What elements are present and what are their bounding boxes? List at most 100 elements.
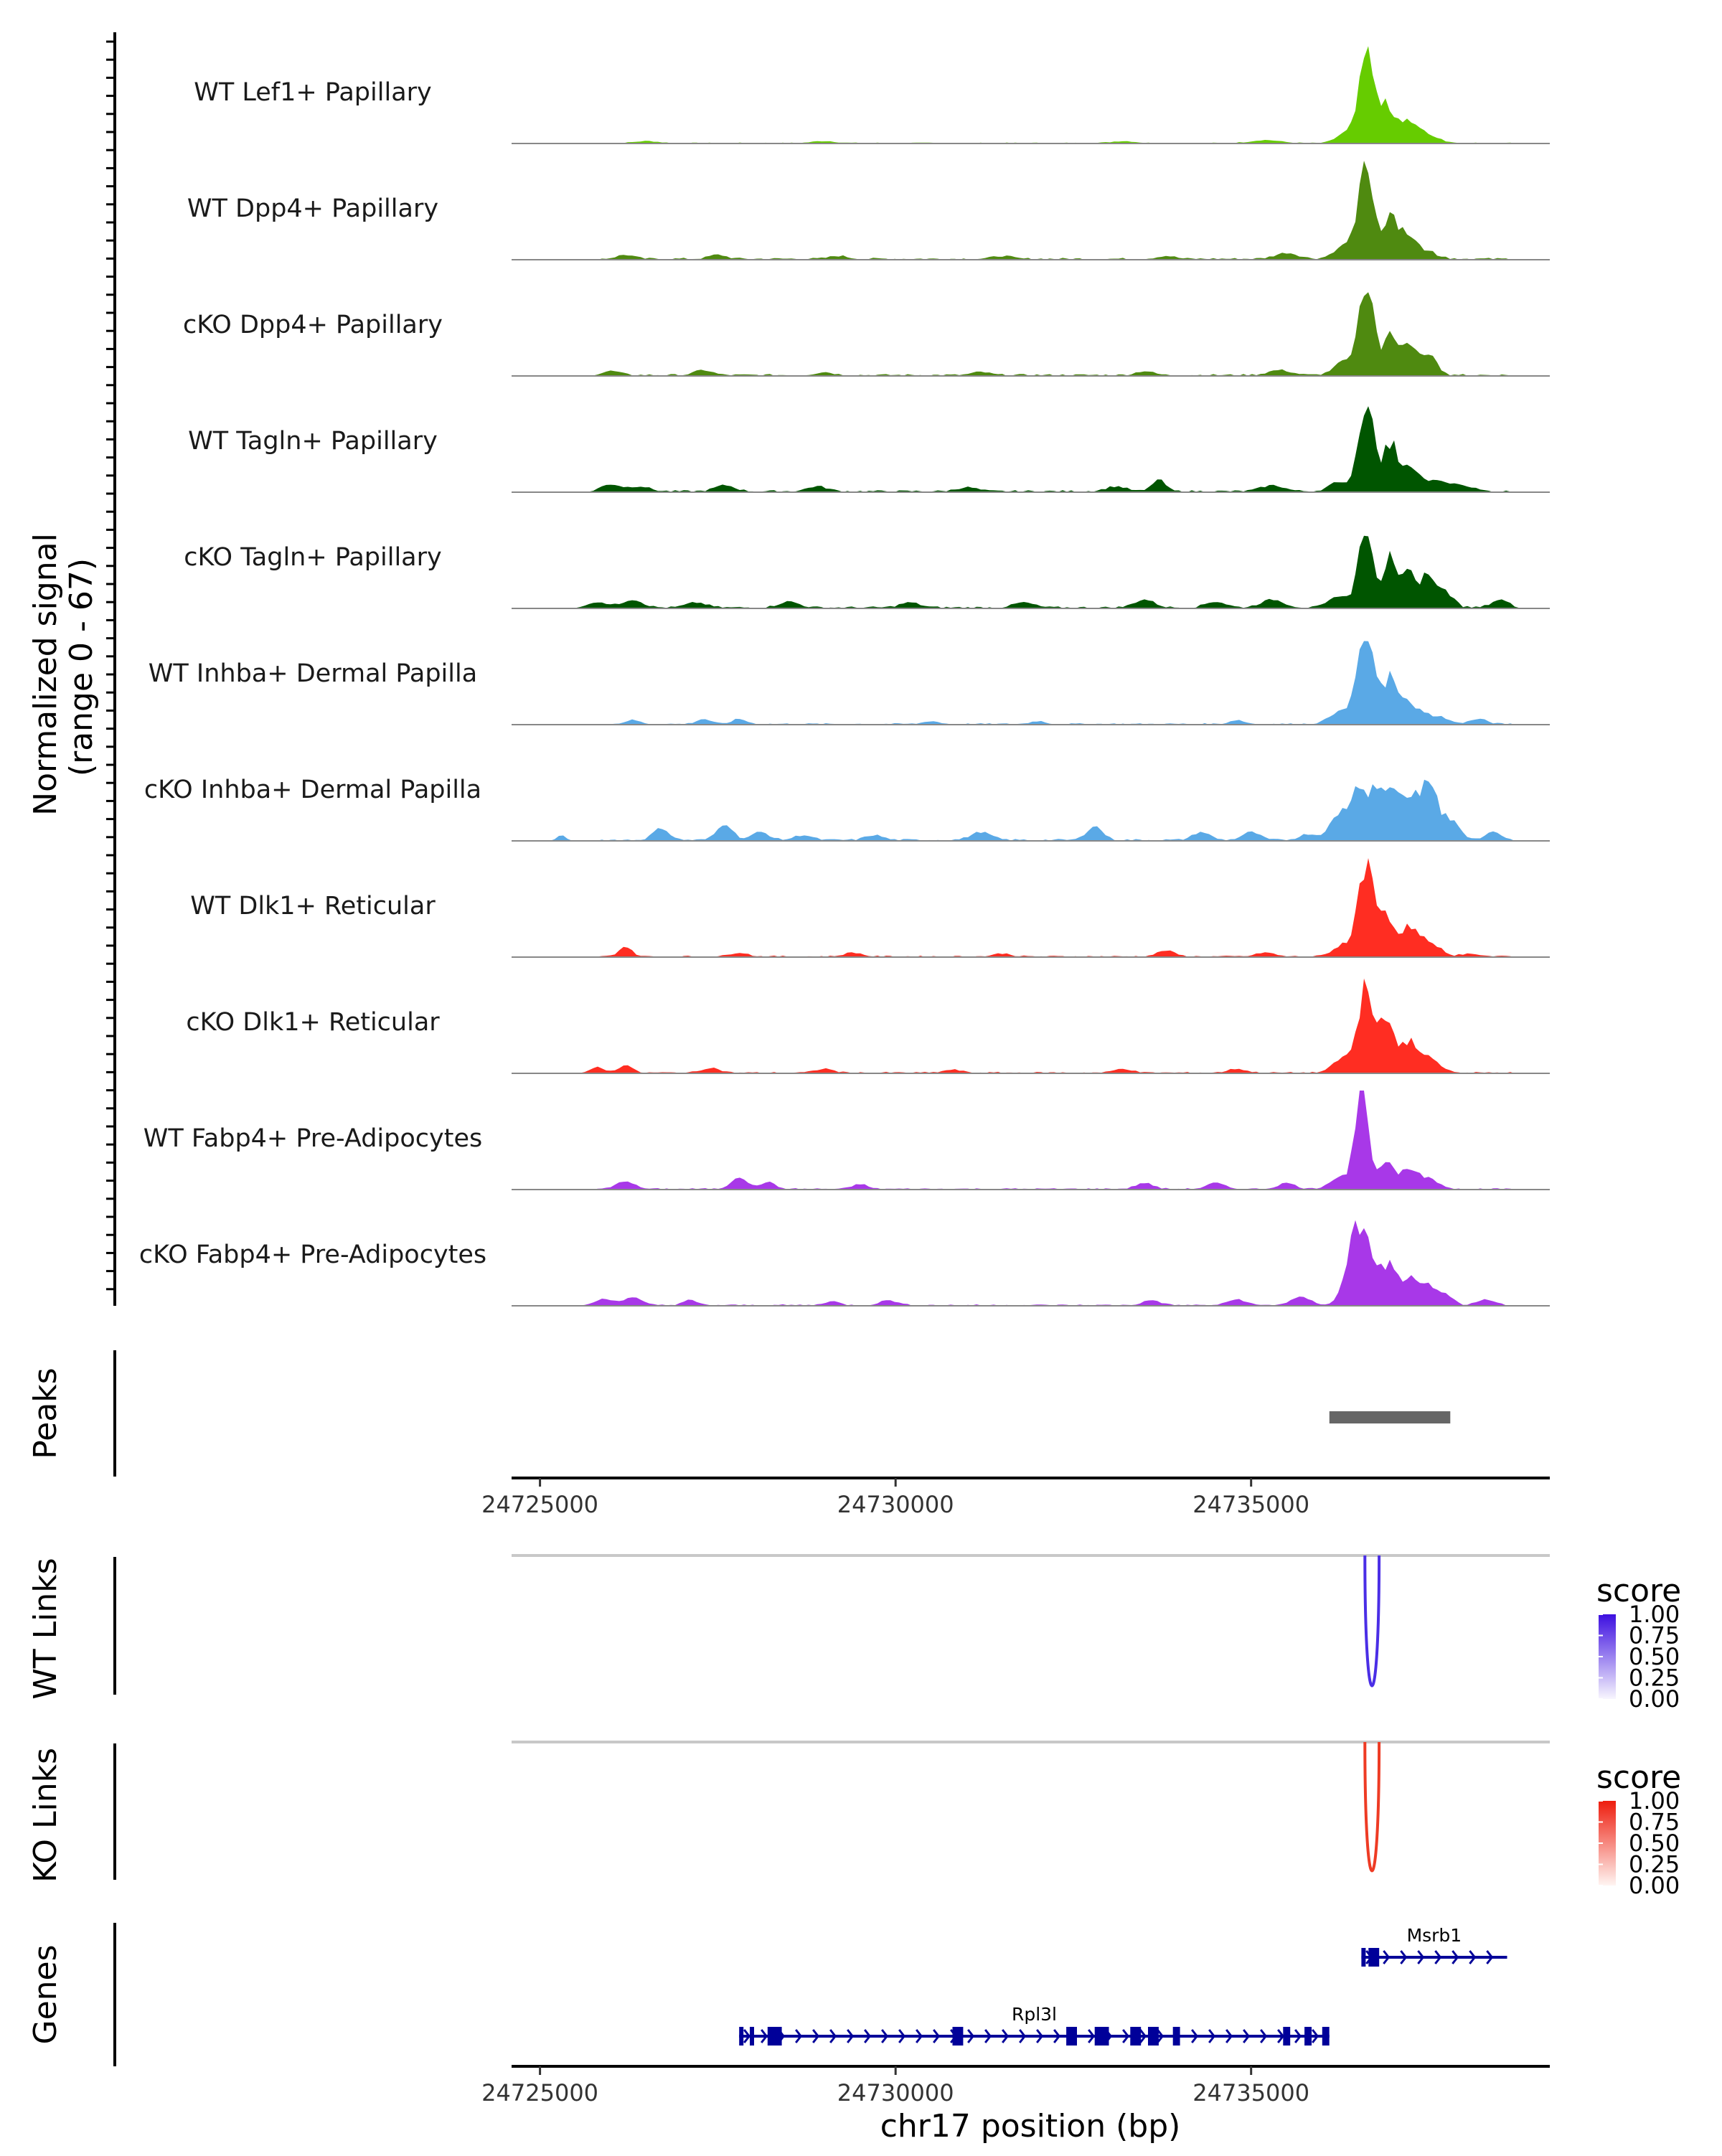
x-tick-label: 24725000 bbox=[481, 2079, 598, 2106]
strand-arrow bbox=[1139, 2029, 1147, 2043]
coverage-ylabel-line1: Normalized signal bbox=[27, 533, 64, 816]
strand-arrow bbox=[1417, 1950, 1425, 1964]
coverage-track: WT Lef1+ Papillary bbox=[194, 46, 1550, 144]
peak-range bbox=[1329, 1411, 1451, 1423]
x-tick-label: 24725000 bbox=[481, 1491, 598, 1518]
gene-exon bbox=[1283, 2027, 1291, 2046]
strand-arrow bbox=[1122, 2029, 1130, 2043]
coverage-track-label: WT Tagln+ Papillary bbox=[188, 427, 438, 456]
legend-tick-label: 0.25 bbox=[1629, 1851, 1680, 1878]
coverage-track: WT Inhba+ Dermal Papilla bbox=[149, 641, 1550, 725]
gene-exon bbox=[952, 2027, 964, 2046]
link-arc bbox=[1363, 1741, 1381, 1873]
coverage-area bbox=[512, 161, 1550, 260]
legend-tick-label: 1.00 bbox=[1629, 1787, 1680, 1814]
coverage-track-label: WT Dlk1+ Reticular bbox=[190, 892, 436, 921]
x-axis-title: chr17 position (bp) bbox=[880, 2108, 1181, 2145]
strand-arrow bbox=[1486, 1950, 1494, 1964]
strand-arrow bbox=[743, 2029, 751, 2043]
peak-ranges bbox=[1329, 1411, 1451, 1423]
coverage-tracks: WT Lef1+ Papillary WT Dpp4+ Papillary cKO … bbox=[139, 46, 1550, 1307]
coverage-area bbox=[512, 292, 1550, 376]
strand-arrow bbox=[864, 2029, 872, 2043]
link-arc bbox=[1363, 1555, 1381, 1687]
strand-arrow bbox=[1208, 2029, 1216, 2043]
gene-exon bbox=[767, 2027, 782, 2046]
coverage-track-label: WT Fabp4+ Pre-Adipocytes bbox=[144, 1124, 482, 1153]
legend-tick-label: 0.75 bbox=[1629, 1809, 1680, 1836]
legend-tick-label: 1.00 bbox=[1629, 1601, 1680, 1628]
gene-exon bbox=[739, 2027, 744, 2046]
strand-arrow bbox=[847, 2029, 855, 2043]
coverage-track-label: WT Lef1+ Papillary bbox=[194, 78, 432, 107]
coverage-area bbox=[512, 978, 1550, 1073]
coverage-track: cKO Tagln+ Papillary bbox=[184, 535, 1550, 609]
genes-ylabel: Genes bbox=[27, 1944, 64, 2044]
coverage-track-label: WT Dpp4+ Papillary bbox=[187, 194, 438, 223]
strand-arrow bbox=[795, 2029, 803, 2043]
peaks-ylabel: Peaks bbox=[27, 1367, 64, 1459]
coverage-area bbox=[512, 858, 1550, 957]
coverage-panel: Normalized signal (range 0 - 67) WT Lef1… bbox=[27, 32, 1550, 1307]
coverage-track: cKO Dlk1+ Reticular bbox=[186, 978, 1550, 1074]
gene-exon bbox=[1094, 2027, 1109, 2046]
strand-arrow bbox=[1383, 1950, 1391, 1964]
coverage-y-ticks bbox=[106, 40, 115, 1291]
links-ylabel: WT Links bbox=[27, 1558, 64, 1699]
coverage-area bbox=[512, 1091, 1550, 1190]
coverage-track: WT Dlk1+ Reticular bbox=[190, 858, 1550, 958]
legend-tick-label: 0.00 bbox=[1629, 1685, 1680, 1713]
gene-exon bbox=[1361, 1948, 1366, 1967]
strand-arrow bbox=[1469, 1950, 1477, 1964]
coverage-area bbox=[512, 641, 1550, 725]
links-ylabel: KO Links bbox=[27, 1748, 64, 1883]
legend-tick-label: 0.25 bbox=[1629, 1665, 1680, 1692]
strand-arrow bbox=[1452, 1950, 1459, 1964]
peaks-x-ticks: 24725000 24730000 24735000 bbox=[481, 1478, 1309, 1518]
x-tick-label: 24735000 bbox=[1192, 1491, 1309, 1518]
strand-arrow bbox=[984, 2029, 992, 2043]
strand-arrow bbox=[916, 2029, 923, 2043]
strand-arrow bbox=[829, 2029, 837, 2043]
strand-arrow bbox=[1312, 2029, 1319, 2043]
legend-title: score bbox=[1596, 1573, 1681, 1609]
x-tick-label: 24730000 bbox=[837, 1491, 954, 1518]
strand-arrow bbox=[1019, 2029, 1027, 2043]
gene-exon bbox=[750, 2027, 754, 2046]
strand-arrow bbox=[1294, 2029, 1302, 2043]
x-tick-label: 24730000 bbox=[837, 2079, 954, 2106]
peaks-panel: Peaks 24725000 24730000 24735000 bbox=[27, 1350, 1550, 1518]
coverage-ylabel-line2: (range 0 - 67) bbox=[63, 558, 100, 776]
strand-arrow bbox=[1277, 2029, 1285, 2043]
strand-arrow bbox=[1260, 2029, 1268, 2043]
strand-arrow bbox=[1002, 2029, 1010, 2043]
legend-tick-label: 0.50 bbox=[1629, 1830, 1680, 1857]
strand-arrow bbox=[1400, 1950, 1408, 1964]
strand-arrow bbox=[1036, 2029, 1044, 2043]
genes-x-ticks: 24725000 24730000 24735000 bbox=[481, 2066, 1309, 2106]
coverage-track: WT Tagln+ Papillary bbox=[188, 406, 1550, 493]
strand-arrow bbox=[1243, 2029, 1251, 2043]
gene-exon bbox=[1304, 2027, 1312, 2046]
x-tick-label: 24735000 bbox=[1192, 2079, 1309, 2106]
coverage-track-label: cKO Inhba+ Dermal Papilla bbox=[144, 776, 481, 804]
coverage-track-label: WT Inhba+ Dermal Papilla bbox=[149, 659, 477, 688]
legend-tick-label: 0.00 bbox=[1629, 1872, 1680, 1899]
gene-name-label: Rpl3l bbox=[1012, 2004, 1057, 2025]
coverage-area bbox=[512, 46, 1550, 143]
legend-title: score bbox=[1596, 1759, 1681, 1796]
strand-arrow bbox=[1434, 1950, 1442, 1964]
strand-arrow bbox=[1088, 2029, 1096, 2043]
legend-tick-label: 0.75 bbox=[1629, 1622, 1680, 1649]
strand-arrow bbox=[967, 2029, 975, 2043]
strand-arrow bbox=[933, 2029, 941, 2043]
gene-model: Rpl3l bbox=[739, 2004, 1330, 2046]
gene-exon bbox=[1130, 2027, 1142, 2046]
coverage-track: WT Fabp4+ Pre-Adipocytes bbox=[144, 1091, 1550, 1190]
